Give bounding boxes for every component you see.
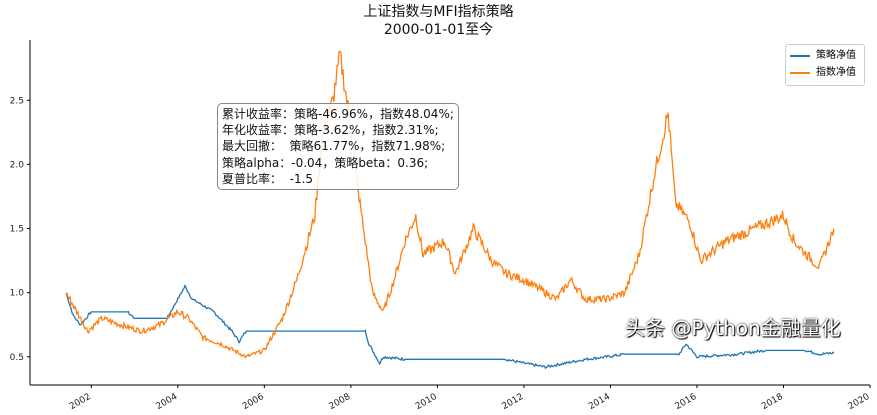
legend-swatch — [790, 72, 810, 74]
x-tick-label: 2008 — [328, 392, 353, 412]
y-tick-label: 0.5 — [10, 353, 24, 363]
y-tick-label: 2.5 — [10, 96, 24, 106]
chart-title: 上证指数与MFI指标策略 — [363, 4, 514, 20]
legend-label: 指数净值 — [816, 67, 856, 78]
x-tick-label: 2016 — [674, 392, 699, 412]
x-tick-label: 2018 — [760, 392, 785, 412]
series-line-strategy — [65, 284, 835, 370]
x-tick-label: 2012 — [501, 392, 526, 412]
x-tick-label: 2006 — [241, 392, 266, 412]
legend-swatch — [790, 55, 810, 57]
stats-annotation: 累计收益率：策略-46.96%，指数48.04%; 年化收益率：策略-3.62%，… — [217, 103, 459, 191]
y-tick-label: 1.5 — [10, 225, 24, 235]
x-tick-label: 2002 — [68, 392, 93, 412]
y-tick-label: 1.0 — [10, 289, 25, 299]
watermark: 头条 @Python金融量化 — [625, 316, 841, 340]
legend-item-index: 指数净值 — [790, 67, 856, 79]
x-tick-label: 2020 — [847, 392, 872, 412]
y-tick-label: 2.0 — [10, 160, 25, 170]
x-tick-label: 2004 — [154, 392, 179, 412]
legend: 策略净值 指数净值 — [785, 44, 865, 86]
legend-item-strategy: 策略净值 — [790, 50, 856, 62]
chart-subtitle: 2000-01-01至今 — [383, 22, 494, 38]
stats-line: 累计收益率：策略-46.96%，指数48.04%; — [222, 107, 454, 121]
legend-label: 策略净值 — [816, 50, 856, 61]
stats-line: 策略alpha：-0.04，策略beta：0.36; — [222, 155, 429, 170]
series-line-index — [65, 50, 835, 359]
stats-line: 最大回撤： 策略61.77%，指数71.98%; — [222, 139, 446, 154]
stats-line: 年化收益率：策略-3.62%，指数2.31%; — [222, 123, 439, 138]
x-tick-label: 2014 — [587, 392, 612, 412]
stats-line: 夏普比率： -1.5 — [222, 171, 314, 186]
x-tick-label: 2010 — [414, 392, 439, 412]
